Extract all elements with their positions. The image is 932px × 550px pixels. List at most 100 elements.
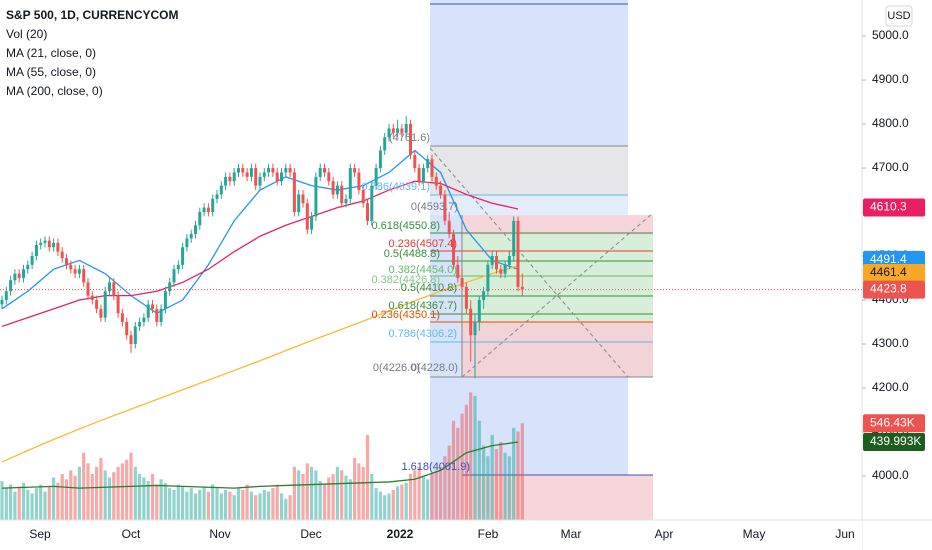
candle-body [430,159,434,177]
volume-bar [77,466,81,520]
volume-bar [340,470,344,520]
volume-bar [232,495,236,520]
volume-bar [69,470,73,520]
drawings [429,0,654,520]
volume-bar [34,488,38,520]
x-tick-label: Feb [478,527,499,541]
candle-body [9,280,13,292]
volume-bar [73,475,77,520]
price-badge-label: 4423.8 [870,282,907,296]
candle-body [176,264,180,270]
candle-body [26,264,30,270]
candle-body [99,308,103,318]
volume-bar [112,472,116,520]
x-tick-label: Jun [835,527,854,541]
volume-bar [370,473,374,520]
volume-bar [90,473,94,520]
y-tick-label: 4000.0 [872,468,909,482]
volume-bar [482,445,486,520]
x-tick-label: May [743,527,766,541]
candle-body [95,300,99,309]
legend-bg [0,6,200,98]
price-badge [863,198,925,217]
candle-body [219,185,223,195]
price-badge-label: 4491.4 [870,252,907,266]
volume-bar [254,495,258,520]
volume-bar [99,458,103,520]
volume-bar [249,491,253,520]
volume-bar [64,479,69,520]
candle-body [434,176,438,186]
candle-body [387,128,391,138]
volume-bar [258,493,262,520]
volume-bar [189,488,193,520]
x-tick-label: 2022 [387,527,414,541]
candle-body [185,238,189,248]
candle-body [460,278,464,287]
volume-ma-line [1,441,519,489]
volume-bar [494,449,499,520]
candle-body [516,220,520,287]
candle-body [73,269,77,274]
currency-button[interactable] [885,5,913,27]
volume-bar [361,466,365,520]
volume-bar [426,479,430,520]
candle-body [482,291,486,301]
fib-label: 0(4228.0) [411,362,458,374]
candle-body [65,258,68,265]
candle-body [168,282,172,292]
candle-body [254,168,258,186]
currency[interactable]: USD [887,10,910,22]
candle-body [288,168,292,173]
volume-bar [413,470,417,520]
candle-body [215,194,219,199]
candle-body [108,282,111,292]
volume-bar [512,427,516,520]
volume-bar [430,473,434,520]
candle-body [43,240,47,243]
legend-entry[interactable]: Vol (20) [6,27,47,41]
volume-bar [219,493,223,520]
volume-bar [396,486,400,520]
volume-bar [267,491,271,520]
legend-entry[interactable]: MA (200, close, 0) [6,84,103,98]
legend-entry[interactable]: MA (21, close, 0) [6,46,96,60]
candle-body [378,150,382,169]
volume-bar [17,486,21,520]
volume-bar [284,498,288,520]
volume-bar [0,481,4,520]
x-tick-label: Oct [122,527,141,541]
volume-bar [391,489,395,520]
candle-body [366,203,369,221]
y-tick-label: 4700.0 [872,160,909,174]
candle-body [353,168,357,173]
candle-body [275,172,279,182]
x-tick-label: Apr [655,527,674,541]
y-tick-label: 4800.0 [872,116,909,130]
candle-body [39,242,43,246]
ma-line [1,265,519,463]
candle-body [335,185,339,195]
candle-body [13,273,17,281]
price-badge-label: 4461.4 [870,265,907,279]
candle-body [47,240,51,248]
candle-body [327,172,331,182]
y-tick-label: 4300.0 [872,336,909,350]
candle-body [116,295,120,314]
fib-label: 0.786(4639.1) [362,181,431,193]
fib-label: 0.236(4507.4) [389,238,458,250]
volume-bar [103,470,107,520]
volume-bar [314,470,318,520]
candle-body [155,308,159,323]
legend-entry[interactable]: MA (55, close, 0) [6,65,96,79]
candle-body [520,286,524,290]
volume-bar [503,452,507,520]
fib-label: 0.618(4550.8) [372,220,441,232]
candle-body [181,247,185,265]
fib-label: 0.382(4426.8) [372,274,441,286]
volume-bar [288,495,292,520]
volume-bar [4,488,8,520]
candle-body [280,172,283,182]
volume-bar [125,459,129,520]
candle-body [202,207,206,213]
